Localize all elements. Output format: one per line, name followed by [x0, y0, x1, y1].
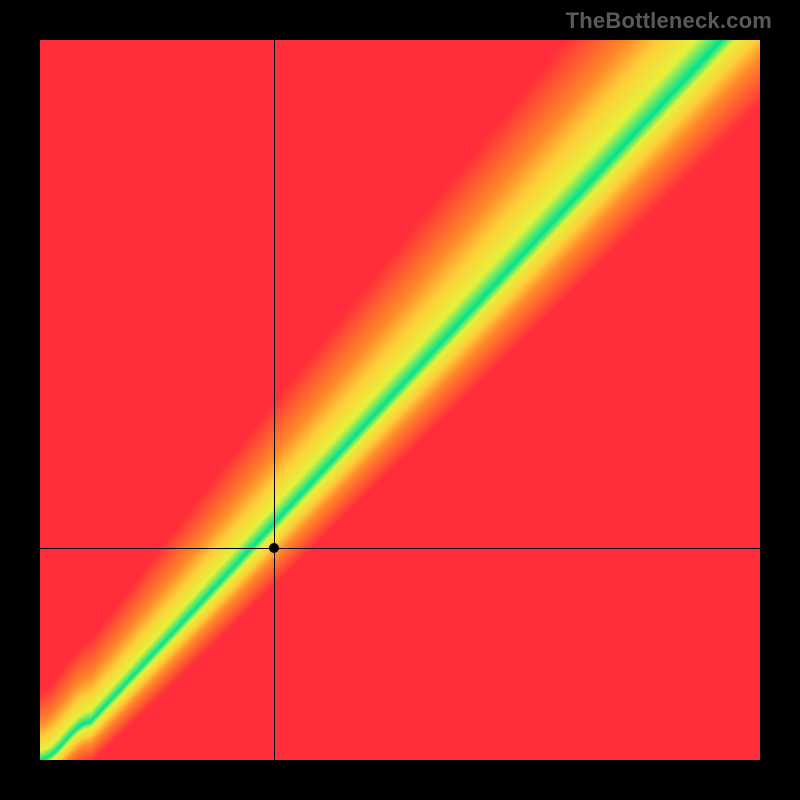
- data-point-marker: [269, 543, 279, 553]
- crosshair-vertical: [274, 40, 275, 760]
- crosshair-horizontal: [40, 548, 760, 549]
- watermark-text: TheBottleneck.com: [566, 8, 772, 34]
- chart-frame: TheBottleneck.com: [0, 0, 800, 800]
- heatmap-canvas: [40, 40, 760, 760]
- heatmap-plot: [40, 40, 760, 760]
